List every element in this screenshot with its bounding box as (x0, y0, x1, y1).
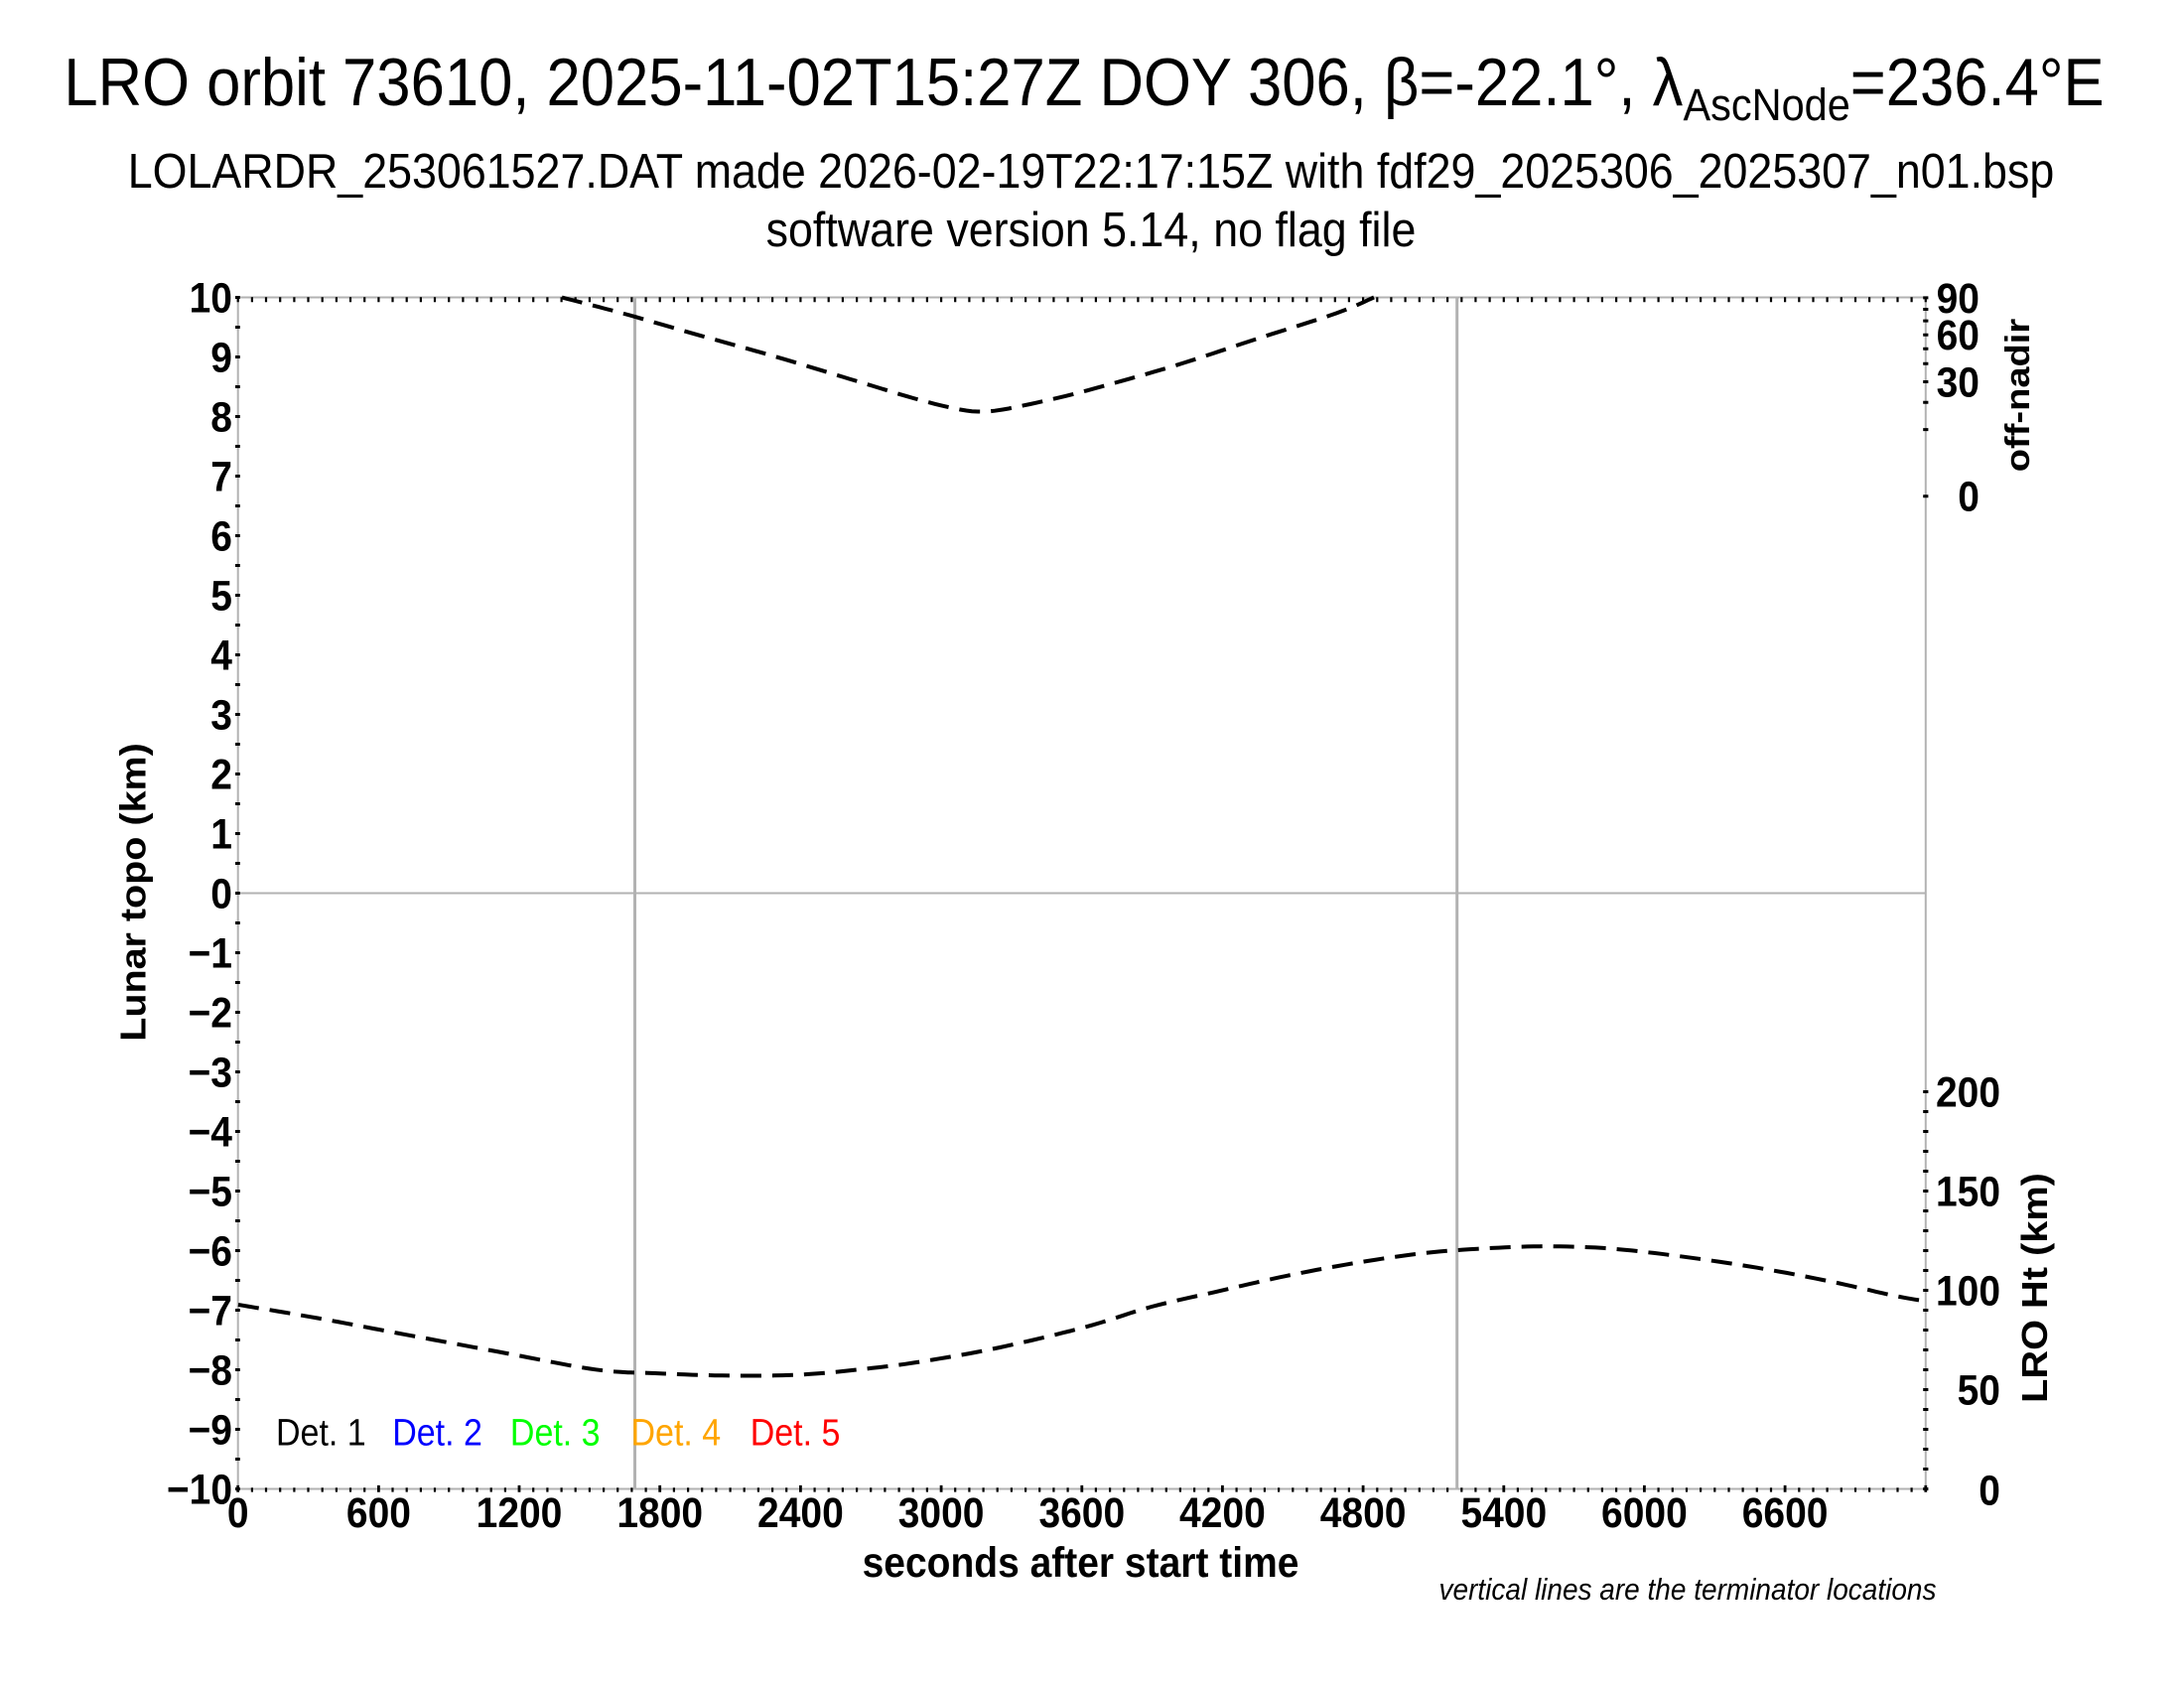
svg-text:60: 60 (1937, 311, 1979, 358)
svg-text:100: 100 (1936, 1267, 2000, 1315)
svg-text:10: 10 (190, 274, 232, 322)
svg-text:−2: −2 (189, 989, 232, 1037)
svg-text:Det. 3: Det. 3 (510, 1412, 601, 1454)
svg-text:3600: 3600 (1038, 1488, 1125, 1536)
svg-text:4: 4 (210, 632, 232, 679)
svg-text:9: 9 (210, 334, 232, 381)
svg-text:2400: 2400 (757, 1488, 844, 1536)
svg-text:−3: −3 (189, 1049, 232, 1096)
svg-text:0: 0 (1979, 1467, 2000, 1514)
svg-text:Det. 5: Det. 5 (751, 1412, 841, 1454)
svg-text:Lunar topo (km): Lunar topo (km) (113, 743, 153, 1042)
svg-text:seconds after start time: seconds after start time (863, 1538, 1299, 1586)
svg-text:5400: 5400 (1460, 1488, 1547, 1536)
svg-text:−1: −1 (189, 929, 232, 977)
svg-text:Det. 4: Det. 4 (631, 1412, 722, 1454)
svg-text:Det. 2: Det. 2 (392, 1412, 482, 1454)
svg-text:6000: 6000 (1601, 1488, 1688, 1536)
svg-text:8: 8 (210, 393, 232, 441)
svg-text:4200: 4200 (1179, 1488, 1266, 1536)
svg-text:50: 50 (1958, 1366, 2000, 1414)
svg-text:LRO Ht (km): LRO Ht (km) (2016, 1173, 2056, 1403)
svg-text:−5: −5 (189, 1168, 232, 1215)
svg-text:software version 5.14, no flag: software version 5.14, no flag file (766, 202, 1417, 257)
svg-text:−8: −8 (189, 1346, 232, 1394)
svg-text:LOLARDR_253061527.DAT made 202: LOLARDR_253061527.DAT made 2026-02-19T22… (128, 143, 2055, 199)
svg-text:6: 6 (210, 512, 232, 560)
svg-text:−9: −9 (189, 1406, 232, 1454)
svg-text:−7: −7 (189, 1287, 232, 1335)
svg-text:3: 3 (210, 691, 232, 739)
svg-text:off-nadir: off-nadir (1998, 319, 2037, 472)
svg-text:0: 0 (227, 1488, 249, 1536)
svg-text:30: 30 (1937, 358, 1979, 406)
svg-text:1800: 1800 (616, 1488, 703, 1536)
svg-text:3000: 3000 (898, 1488, 985, 1536)
svg-text:4800: 4800 (1320, 1488, 1407, 1536)
svg-text:7: 7 (210, 453, 232, 500)
svg-text:5: 5 (210, 572, 232, 620)
svg-text:−4: −4 (189, 1108, 233, 1156)
svg-text:−6: −6 (189, 1227, 232, 1275)
svg-text:600: 600 (346, 1488, 411, 1536)
svg-text:0: 0 (210, 870, 232, 917)
svg-text:2: 2 (210, 751, 232, 798)
svg-text:90: 90 (1937, 274, 1979, 322)
svg-text:1200: 1200 (477, 1488, 563, 1536)
svg-text:−10: −10 (167, 1466, 232, 1513)
svg-text:200: 200 (1936, 1068, 2000, 1116)
svg-text:1: 1 (210, 810, 232, 858)
svg-text:Det. 1: Det. 1 (276, 1412, 366, 1454)
svg-text:6600: 6600 (1742, 1488, 1829, 1536)
svg-text:0: 0 (1958, 473, 1979, 520)
svg-text:150: 150 (1936, 1168, 2000, 1215)
svg-text:vertical lines are the termina: vertical lines are the terminator locati… (1439, 1573, 1937, 1608)
